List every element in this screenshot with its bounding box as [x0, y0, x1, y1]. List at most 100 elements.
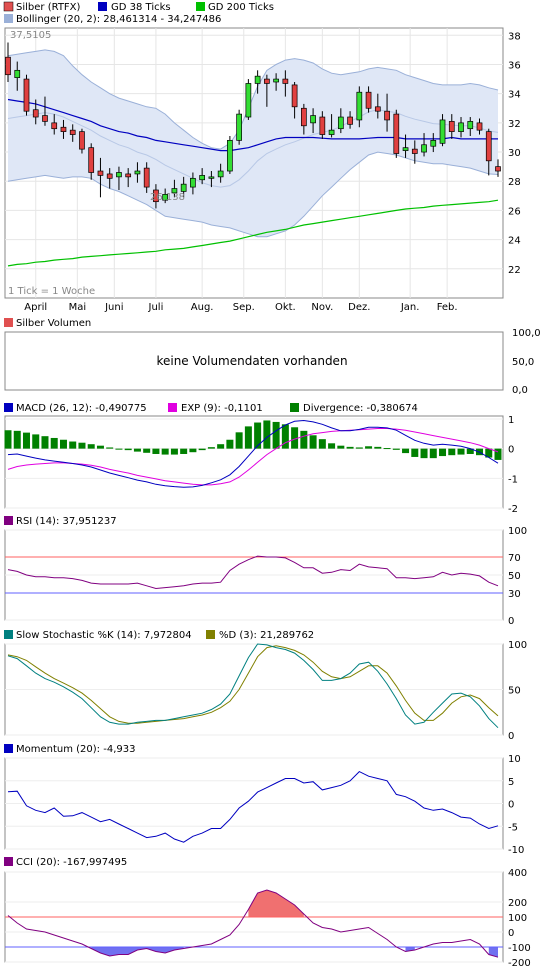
candle-body — [14, 69, 21, 78]
price-x-tick: Okt. — [275, 302, 296, 313]
volume-message: keine Volumendaten vorhanden — [156, 354, 347, 368]
divergence-bar — [337, 445, 345, 449]
indicator-y-tick: 100 — [508, 640, 527, 651]
stoch-d-line — [7, 645, 499, 724]
candle-body — [347, 116, 353, 125]
legend-swatch-stoch-d — [206, 630, 215, 639]
price-y-tick: 34 — [508, 90, 521, 101]
divergence-bar — [420, 448, 428, 459]
candle — [116, 166, 122, 190]
candle-body — [199, 175, 206, 181]
candle — [23, 74, 30, 116]
divergence-bar — [161, 448, 169, 455]
candle-body — [485, 131, 492, 162]
divergence-bar — [115, 448, 123, 450]
legend-swatch-cci — [4, 857, 13, 866]
divergence-bar — [318, 439, 326, 449]
candle-body — [171, 188, 178, 194]
legend-cci: CCI (20): -167,997495 — [16, 857, 127, 868]
macd-line — [7, 419, 499, 488]
price-x-tick: Feb. — [437, 302, 458, 313]
rsi-series — [5, 529, 503, 621]
legend-swatch-bollinger — [4, 14, 13, 23]
candle-body — [5, 56, 11, 76]
candle — [319, 111, 326, 139]
legend-momentum: Momentum (20): -4,933 — [16, 744, 135, 755]
candle-body — [236, 113, 242, 141]
candle-body — [458, 122, 464, 132]
candle-body — [448, 121, 455, 132]
candle-body — [430, 140, 437, 147]
indicator-y-tick: 0 — [508, 616, 514, 627]
candle — [14, 61, 21, 91]
indicator-y-tick: 50 — [508, 686, 521, 697]
divergence-bar — [402, 448, 410, 454]
candle — [310, 108, 316, 134]
price-x-tick: Juni — [104, 302, 123, 313]
price-x-tick: Dez. — [348, 302, 370, 313]
candle-body — [393, 113, 400, 154]
candle — [421, 133, 427, 157]
candle — [300, 103, 307, 135]
candle-body — [467, 121, 474, 130]
cci-panel: CCI (20): -167,997495 400 200 100 0 -100 -200 — [4, 857, 531, 969]
candle-body — [245, 83, 252, 118]
candle — [162, 188, 169, 204]
indicator-y-tick: 0 — [508, 800, 514, 811]
legend-swatch-exp — [168, 403, 177, 412]
candle-body — [328, 129, 335, 135]
candle-body — [162, 194, 169, 201]
indicator-y-tick: -1 — [508, 474, 518, 485]
cci-oversold-fill — [91, 947, 498, 958]
divergence-bar — [355, 447, 363, 449]
cci-series — [5, 871, 503, 963]
candle — [153, 184, 159, 209]
indicator-y-tick: 50 — [508, 571, 521, 582]
divergence-bar — [207, 447, 215, 449]
candle-body — [402, 147, 409, 151]
indicator-y-tick: 400 — [508, 868, 527, 879]
divergence-bar — [494, 448, 502, 460]
candle-body — [476, 122, 483, 131]
candle — [328, 114, 335, 138]
candle-body — [180, 183, 187, 192]
divergence-bar — [198, 448, 206, 451]
divergence-bar — [78, 442, 86, 449]
candle-body — [264, 78, 270, 84]
candle — [467, 117, 474, 136]
divergence-bar — [281, 424, 289, 449]
candle-body — [88, 147, 95, 173]
candle-body — [227, 140, 233, 172]
candle — [143, 162, 150, 193]
divergence-bar — [50, 437, 58, 449]
candle — [88, 143, 95, 180]
candle — [264, 74, 270, 107]
legend-swatch-momentum — [4, 744, 13, 753]
candle — [458, 117, 464, 138]
price-x-tick: Aug. — [191, 302, 214, 313]
candle — [347, 111, 353, 129]
volume-panel: Silber Volumen keine Volumendaten vorhan… — [4, 318, 541, 396]
indicator-y-tick: 100 — [508, 526, 527, 537]
macd-panel: MACD (26, 12): -0,490775 EXP (9): -0,110… — [4, 403, 518, 515]
divergence-bar — [189, 448, 197, 453]
legend-swatch-gd38 — [98, 2, 107, 11]
divergence-bar — [309, 435, 317, 449]
divergence-bar — [152, 448, 160, 454]
stochastic-series — [5, 643, 503, 736]
divergence-bar — [22, 432, 30, 449]
candle — [439, 114, 446, 147]
divergence-bar — [170, 448, 178, 455]
price-panel: 38 36 34 32 30 28 26 24 22 April Mai Juni Juli Aug. S… — [3, 1, 521, 313]
indicator-y-tick: 100 — [508, 913, 527, 924]
max-annotation: 37,5105 — [10, 30, 51, 41]
candle-body — [356, 91, 363, 121]
price-y-tick: 30 — [508, 148, 521, 159]
price-x-tick: Jan. — [400, 302, 420, 313]
legend-swatch-stoch-k — [4, 630, 13, 639]
divergence-bar — [328, 443, 336, 449]
divergence-bar — [448, 448, 456, 456]
candle — [254, 70, 261, 94]
volume-ytick: 50,0 — [512, 357, 534, 368]
